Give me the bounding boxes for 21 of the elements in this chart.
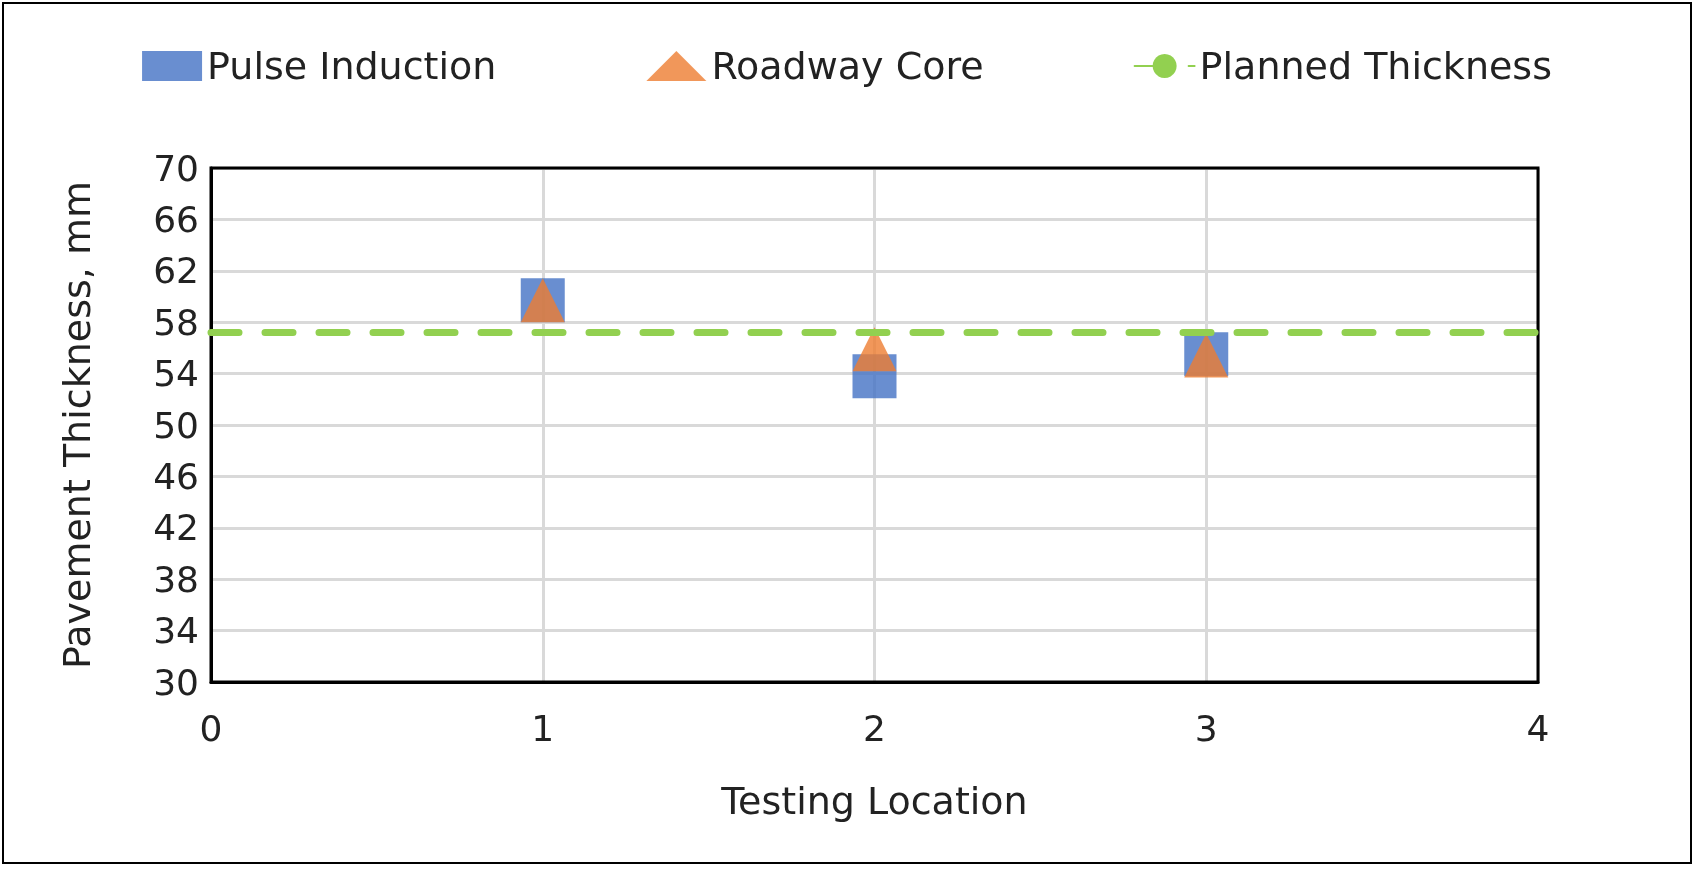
y-tick-label: 34	[153, 610, 199, 652]
y-tick-label: 42	[153, 507, 199, 549]
x-tick-label: 2	[863, 707, 886, 749]
x-tick-label: 4	[1526, 707, 1550, 749]
legend-label: Planned Thickness	[1199, 44, 1552, 88]
x-tick-label: 1	[531, 707, 555, 749]
x-tick-label: 3	[1194, 707, 1218, 749]
legend-label: Roadway Core	[711, 44, 984, 88]
x-axis-title: Testing Location	[720, 779, 1028, 823]
legend-label: Pulse Induction	[207, 44, 497, 88]
y-tick-label: 46	[153, 455, 199, 497]
y-tick-label: 30	[153, 661, 199, 703]
y-tick-label: 62	[153, 250, 199, 292]
y-tick-label: 50	[153, 404, 199, 446]
y-tick-label: 70	[153, 147, 199, 189]
y-tick-label: 58	[153, 301, 199, 343]
x-tick-label: 0	[199, 707, 223, 749]
y-axis-title: Pavement Thickness, mm	[55, 181, 99, 669]
y-tick-label: 38	[153, 558, 199, 600]
y-tick-label: 54	[153, 353, 199, 395]
y-tick-label: 66	[153, 198, 199, 240]
